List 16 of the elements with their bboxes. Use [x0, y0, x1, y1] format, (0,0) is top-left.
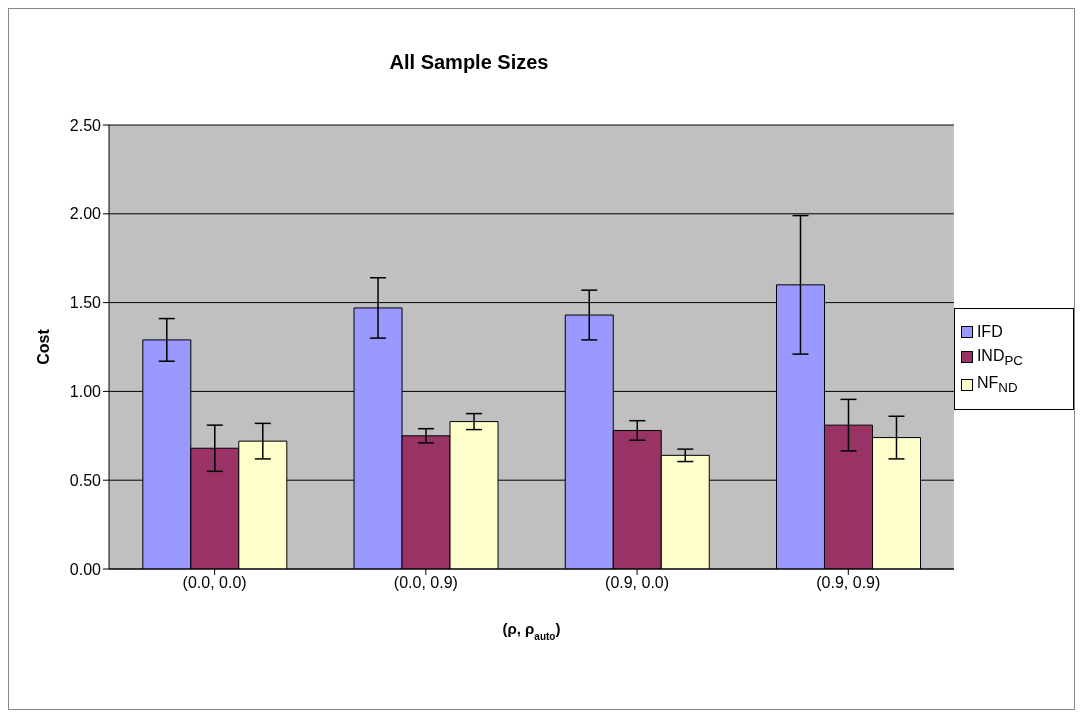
- y-axis-title: Cost: [35, 328, 52, 365]
- y-tick-label: 0.00: [69, 560, 102, 578]
- x-tick-label: (0.9, 0.0): [605, 574, 670, 592]
- y-tick-label: 0.50: [69, 471, 102, 489]
- x-tick-label: (0.0, 0.0): [182, 574, 247, 592]
- legend-label: NF$_{ND}$: [976, 374, 1018, 396]
- legend-label: IFD: [976, 322, 1003, 341]
- y-tick-label: 1.50: [69, 294, 102, 312]
- y-tick-label: 1.00: [69, 383, 102, 401]
- x-tick-label: (0.0, 0.9): [393, 574, 458, 592]
- x-tick-label: (0.9, 0.9): [816, 574, 881, 592]
- x-axis-title: (ρ, ρ$_{auto}$): [502, 620, 561, 642]
- y-tick-label: 2.00: [69, 205, 102, 223]
- y-tick-label: 2.50: [69, 116, 102, 134]
- legend-label: IND$_{PC}$: [976, 346, 1023, 368]
- chart-title: All Sample Sizes: [388, 51, 550, 74]
